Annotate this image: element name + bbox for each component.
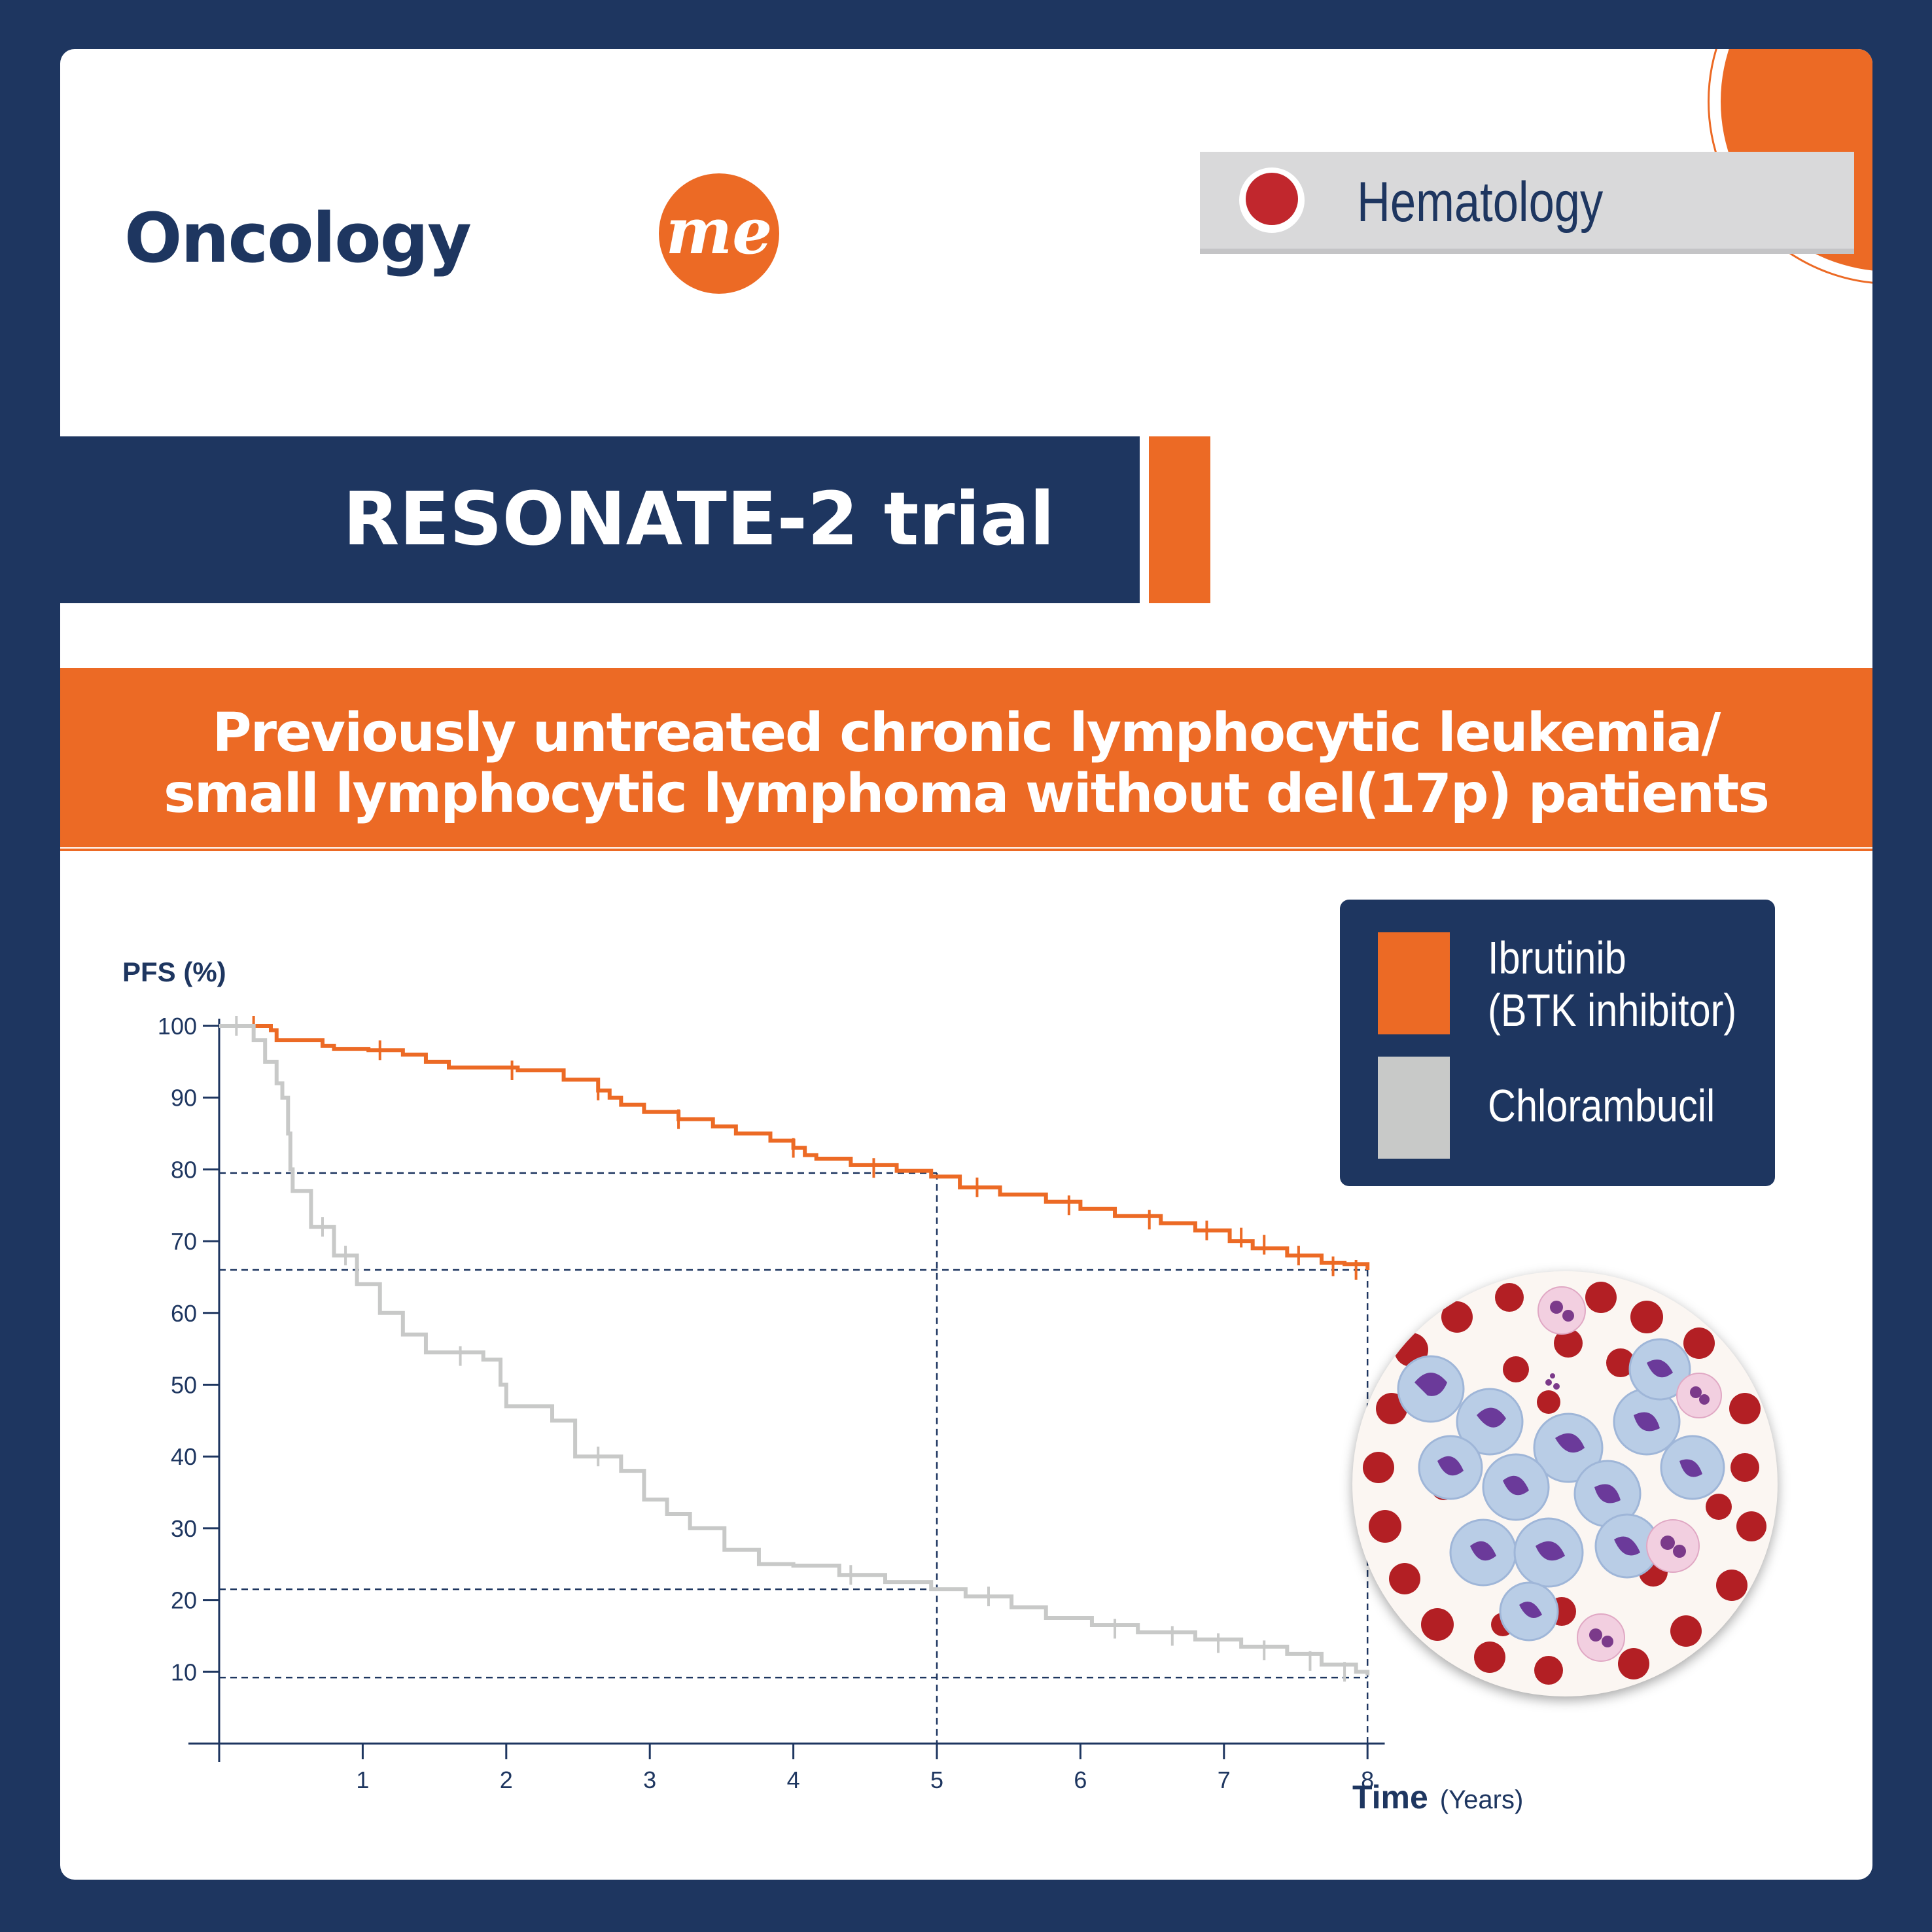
chart-legend: Ibrutinib (BTK inhibitor) Chlorambucil (1340, 900, 1775, 1186)
subtitle-underline (60, 849, 1872, 851)
y-tick-label: 60 (171, 1300, 197, 1327)
x-tick-label: 2 (500, 1766, 513, 1793)
chart-series (219, 1016, 1370, 1682)
x-tick-label: 6 (1074, 1766, 1087, 1793)
x-axis-label: Time (Years) (1352, 1779, 1523, 1816)
category-tag: Hematology (1200, 152, 1854, 254)
y-tick-label: 10 (171, 1659, 197, 1685)
legend-label-ibrutinib-sub: (BTK inhibitor) (1488, 985, 1737, 1036)
series-line-chlorambucil (219, 1024, 1370, 1676)
logo-me-text: me (665, 194, 773, 268)
y-tick-label: 30 (171, 1515, 197, 1542)
reference-lines (219, 1172, 1369, 1744)
y-tick-label: 90 (171, 1085, 197, 1112)
blood-cells-image (1363, 1282, 1766, 1685)
legend-label-chlorambucil: Chlorambucil (1488, 1080, 1715, 1131)
pfs-chart: 10 20 30 40 50 60 70 80 90 100 1 2 3 4 5 6 7 8 PFS (%) Ti… (122, 957, 1523, 1816)
x-tick-label: 3 (643, 1766, 656, 1793)
y-tick-label: 20 (171, 1587, 197, 1614)
title-accent-bar (1149, 436, 1210, 603)
subtitle-line-2: small lymphocytic lymphoma without del(1… (164, 763, 1770, 825)
y-axis-label: PFS (%) (122, 957, 226, 987)
blood-smear-illustration (1352, 1271, 1778, 1696)
subtitle-line-1: Previously untreated chronic lymphocytic… (212, 702, 1721, 764)
card-frame: Oncology me Hematology RESONATE-2 trial … (60, 49, 1872, 1880)
category-label: Hematology (1357, 171, 1604, 234)
legend-label-ibrutinib: Ibrutinib (1488, 932, 1626, 983)
legend-swatch-ibrutinib (1378, 932, 1450, 1034)
red-dot-icon (1239, 167, 1305, 233)
x-tick-label: 1 (356, 1766, 369, 1793)
chart-axes: 10 20 30 40 50 60 70 80 90 100 1 2 3 4 5 6 7 8 (158, 1013, 1385, 1793)
logo-me-badge: me (659, 173, 779, 294)
title-bar: RESONATE-2 trial (60, 436, 1140, 603)
y-tick-label: 50 (171, 1372, 197, 1399)
y-tick-label: 80 (171, 1156, 197, 1183)
subtitle-band: Previously untreated chronic lymphocytic… (60, 668, 1872, 847)
y-tick-label: 100 (158, 1013, 197, 1040)
logo-wordmark: Oncology (124, 198, 472, 278)
x-axis-label-main: Time (1352, 1779, 1428, 1816)
x-tick-label: 7 (1218, 1766, 1231, 1793)
x-tick-label: 4 (787, 1766, 800, 1793)
legend-swatch-chlorambucil (1378, 1057, 1450, 1159)
x-tick-label: 5 (930, 1766, 943, 1793)
x-axis-label-unit: (Years) (1440, 1785, 1523, 1814)
page-title: RESONATE-2 trial (343, 477, 1055, 562)
x-tick-label: 8 (1361, 1766, 1374, 1793)
y-tick-label: 40 (171, 1443, 197, 1470)
y-tick-label: 70 (171, 1228, 197, 1255)
chart-labels: PFS (%) Time (Years) (122, 957, 1523, 1816)
